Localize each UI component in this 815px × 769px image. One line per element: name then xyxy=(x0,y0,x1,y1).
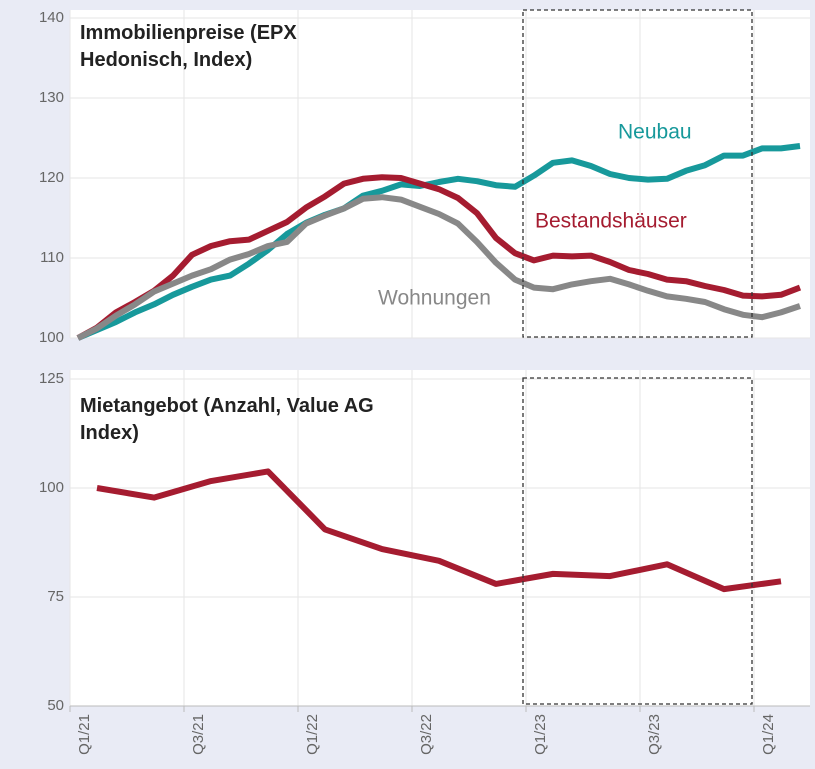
line xyxy=(76,143,801,341)
series-label: Neubau xyxy=(618,121,692,144)
x-tick-label: Q1/22 xyxy=(304,714,321,755)
x-tick-label: Q3/21 xyxy=(190,714,207,755)
x-tick-label: Q3/22 xyxy=(418,714,435,755)
line xyxy=(76,194,801,341)
y-tick-label: 120 xyxy=(39,169,64,186)
y-tick-label: 110 xyxy=(40,249,64,266)
y-tick-label: 100 xyxy=(39,329,64,346)
y-tick-label: 130 xyxy=(39,89,64,106)
series-label: Bestandshäuser xyxy=(535,210,687,233)
line xyxy=(96,468,782,593)
x-tick-label: Q3/23 xyxy=(646,714,663,755)
chart-title: Immobilienpreise (EPX Hedonisch, Index) xyxy=(80,22,297,71)
x-tick-label: Q1/24 xyxy=(760,714,777,755)
y-tick-label: 100 xyxy=(39,479,64,496)
x-tick-label: Q1/23 xyxy=(532,714,549,755)
y-tick-label: 140 xyxy=(39,9,64,26)
y-tick-label: 125 xyxy=(39,370,64,387)
highlight-box xyxy=(522,377,753,705)
series-label: Wohnungen xyxy=(378,287,491,310)
y-tick-label: 50 xyxy=(47,697,64,714)
plot-area xyxy=(70,370,810,706)
highlight-box xyxy=(522,9,753,338)
chart-title: Mietangebot (Anzahl, Value AG Index) xyxy=(80,395,374,444)
y-tick-label: 75 xyxy=(47,588,64,605)
line xyxy=(76,174,802,341)
x-tick-label: Q1/21 xyxy=(76,714,93,755)
